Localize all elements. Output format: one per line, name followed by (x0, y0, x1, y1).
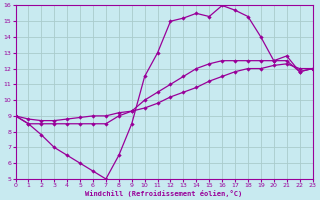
X-axis label: Windchill (Refroidissement éolien,°C): Windchill (Refroidissement éolien,°C) (85, 190, 243, 197)
